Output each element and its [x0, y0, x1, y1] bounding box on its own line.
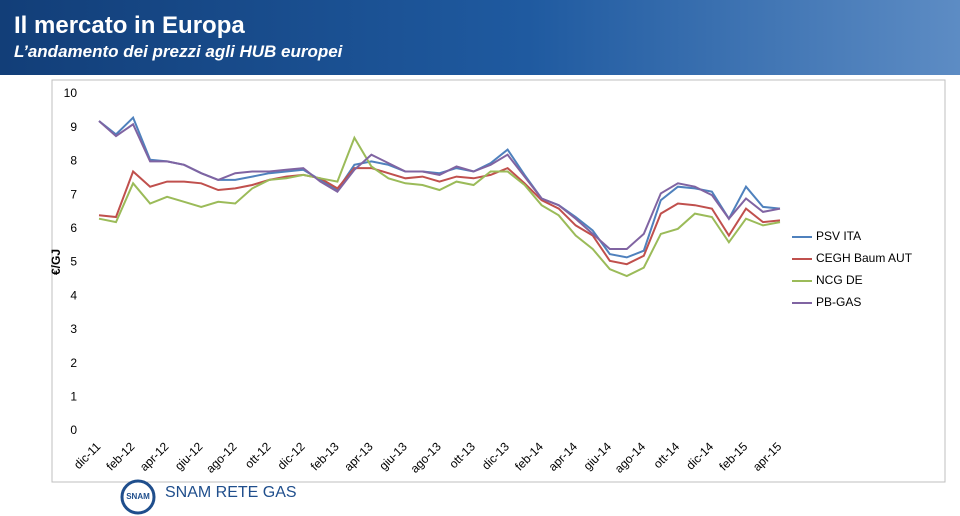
subtitle: L’andamento dei prezzi agli HUB europei	[14, 42, 343, 61]
x-tick-label: feb-12	[103, 439, 137, 473]
x-tick-label: ago-13	[408, 439, 445, 476]
y-tick-label: 0	[70, 423, 77, 437]
x-tick-label: ott-14	[651, 439, 683, 471]
logo	[120, 479, 156, 515]
x-tick-label: dic-13	[479, 439, 512, 472]
x-tick-label: giu-13	[376, 439, 410, 473]
y-tick-label: 9	[70, 120, 77, 134]
x-tick-label: apr-13	[341, 439, 376, 474]
x-tick-label: dic-14	[683, 439, 716, 472]
series-line	[98, 120, 781, 250]
legend-label: CEGH Baum AUT	[816, 251, 913, 265]
y-tick-label: 6	[70, 221, 77, 235]
y-axis-label: €/GJ	[49, 249, 63, 275]
title: Il mercato in Europa	[14, 12, 245, 39]
x-tick-label: ott-12	[242, 439, 274, 471]
logo-mark: SNAM	[126, 492, 150, 501]
legend-label: PSV ITA	[816, 229, 861, 243]
y-tick-label: 7	[70, 187, 77, 201]
legend-label: PB-GAS	[816, 295, 861, 309]
y-tick-label: 2	[70, 356, 77, 370]
x-tick-label: ago-12	[203, 439, 240, 476]
y-tick-label: 4	[70, 288, 77, 302]
x-tick-label: feb-15	[716, 439, 750, 473]
y-tick-label: 1	[70, 389, 77, 403]
header-banner: Il mercato in Europa L’andamento dei pre…	[0, 0, 960, 75]
x-tick-label: feb-13	[308, 439, 342, 473]
brand: SNAM RETE GAS	[165, 484, 297, 501]
x-tick-label: apr-12	[137, 439, 172, 474]
y-tick-label: 3	[70, 322, 77, 336]
chart-frame	[51, 79, 946, 483]
series-line	[98, 115, 781, 259]
y-tick-label: 10	[64, 86, 78, 100]
x-tick-label: apr-14	[546, 439, 581, 474]
x-tick-label: dic-12	[275, 439, 308, 472]
y-tick-label: 8	[70, 154, 77, 168]
x-tick-label: apr-15	[750, 439, 785, 474]
x-tick-label: dic-11	[71, 439, 104, 472]
series-line	[98, 135, 781, 278]
x-tick-label: ago-14	[612, 439, 649, 476]
x-tick-label: feb-14	[512, 439, 546, 473]
legend-label: NCG DE	[816, 273, 863, 287]
x-tick-label: ott-13	[446, 439, 478, 471]
y-tick-label: 5	[70, 255, 77, 269]
series-line	[98, 166, 781, 266]
x-tick-label: giu-14	[581, 439, 615, 473]
x-tick-label: giu-12	[172, 439, 206, 473]
